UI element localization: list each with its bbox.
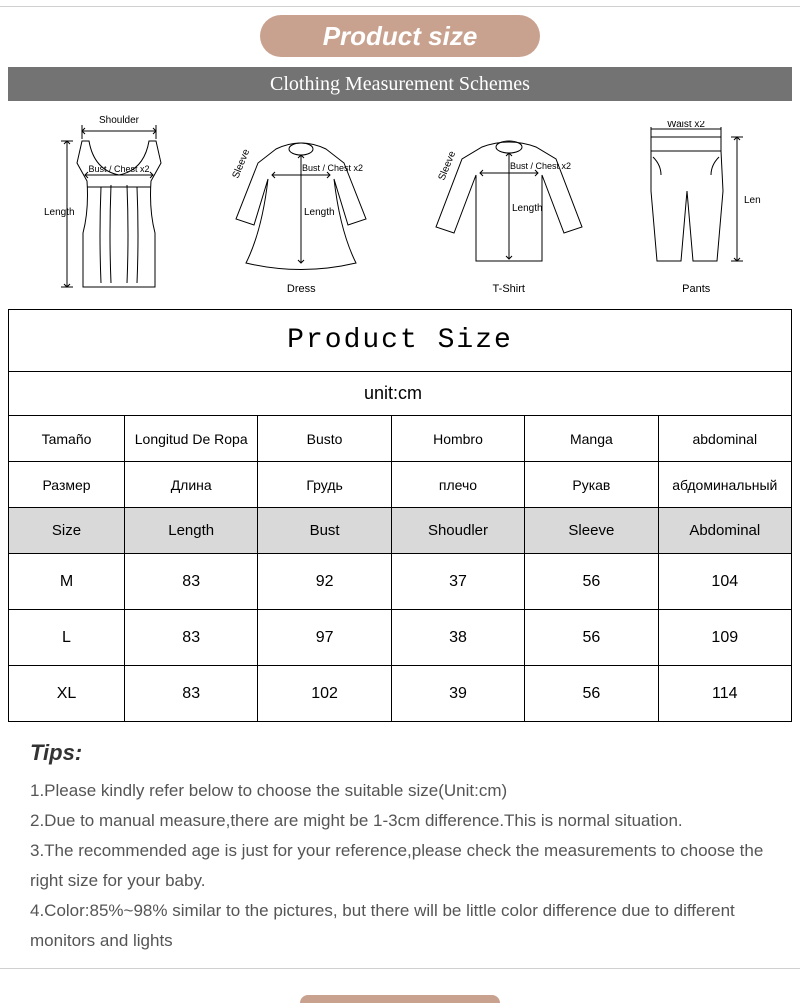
diagram-caption: Dress (216, 283, 386, 295)
tips-line: 4.Color:85%~98% similar to the pictures,… (30, 896, 782, 956)
length-label: Length (744, 195, 761, 206)
diagram-caption: T-Shirt (424, 283, 594, 295)
table-header-ru: РазмерДлина Грудьплечо Рукавабдоминальны… (9, 462, 792, 508)
table-header-es: TamañoLongitud De Ropa BustoHombro Manga… (9, 416, 792, 462)
length-label: Length (44, 207, 75, 218)
bust-label: Bust / Chest x2 (302, 163, 363, 173)
product-size-pill: Product size (260, 15, 540, 57)
diagram-caption: Pants (631, 283, 761, 295)
tips-line: 3.The recommended age is just for your r… (30, 836, 782, 896)
divider-bottom (0, 968, 800, 969)
tips-line: 2.Due to manual measure,there are might … (30, 806, 782, 836)
size-table: Product Size unit:cm TamañoLongitud De R… (8, 309, 792, 722)
tips-block: Tips: 1.Please kindly refer below to cho… (30, 740, 782, 956)
measurement-diagrams: Shoulder Bust / Chest x2 Length Sleeve B… (0, 101, 800, 301)
shoulder-label: Shoulder (99, 115, 140, 126)
length-label: Length (512, 203, 543, 214)
length-label: Length (304, 207, 335, 218)
diagram-dress: Sleeve Bust / Chest x2 Length Dress (216, 131, 386, 295)
table-row: M83923756104 (9, 554, 792, 610)
table-row: XL831023956114 (9, 666, 792, 722)
table-unit: unit:cm (9, 372, 792, 416)
table-row: L83973856109 (9, 610, 792, 666)
diagram-pants: Waist x2 Length Pants (631, 121, 761, 295)
diagram-tshirt: Sleeve Bust / Chest x2 Length T-Shirt (424, 131, 594, 295)
measurement-schemes-bar: Clothing Measurement Schemes (8, 67, 792, 101)
diagram-tank: Shoulder Bust / Chest x2 Length (39, 115, 179, 295)
waist-label: Waist x2 (667, 121, 705, 130)
table-header-en: SizeLength BustShoudler SleeveAbdominal (9, 508, 792, 554)
divider-top (0, 6, 800, 7)
tips-line: 1.Please kindly refer below to choose th… (30, 776, 782, 806)
bust-label: Bust / Chest x2 (510, 161, 571, 171)
bust-label: Bust / Chest x2 (88, 164, 149, 174)
table-title: Product Size (9, 310, 792, 372)
tips-title: Tips: (30, 740, 782, 766)
sleeve-label: Sleeve (231, 147, 253, 180)
pill-peek (300, 995, 500, 1003)
